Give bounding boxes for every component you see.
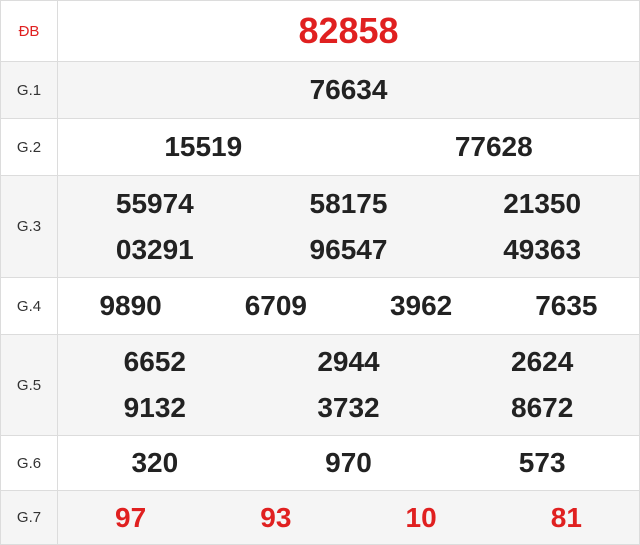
prize-number: 93 bbox=[260, 501, 292, 533]
prize-number: 970 bbox=[325, 447, 372, 478]
prize-label: ĐB bbox=[0, 0, 58, 62]
prize-number: 2624 bbox=[511, 346, 574, 377]
prize-number: 3732 bbox=[317, 392, 380, 423]
prize-number: 3962 bbox=[389, 290, 453, 321]
special-prize-number: 82858 bbox=[298, 10, 399, 51]
prize-number: 2944 bbox=[317, 346, 380, 377]
prize-number: 320 bbox=[131, 447, 179, 478]
prize-row-g6: G.6 320 970 573 bbox=[0, 435, 640, 491]
prize-number: 8672 bbox=[511, 392, 574, 423]
prize-row-g1: G.1 76634 bbox=[0, 61, 640, 119]
prize-number: 77628 bbox=[454, 131, 533, 162]
prize-row-g4: G.4 9890 6709 3962 7635 bbox=[0, 277, 640, 335]
prize-number: 7635 bbox=[535, 290, 598, 321]
prize-row-g2: G.2 15519 77628 bbox=[0, 118, 640, 176]
prize-number: 49363 bbox=[503, 233, 582, 265]
prize-number: 21350 bbox=[503, 187, 582, 219]
prize-number: 573 bbox=[518, 447, 566, 478]
prize-label: G.2 bbox=[0, 118, 58, 176]
prize-number: 76634 bbox=[309, 74, 388, 105]
prize-label: G.6 bbox=[0, 435, 58, 491]
prize-label: G.1 bbox=[0, 61, 58, 119]
prize-number: 55974 bbox=[115, 187, 194, 219]
prize-row-db: ĐB 82858 bbox=[0, 0, 640, 62]
prize-number: 9890 bbox=[99, 290, 162, 321]
prize-number: 03291 bbox=[115, 233, 194, 265]
prize-row-g3: G.3 55974 58175 21350 03291 96547 49363 bbox=[0, 175, 640, 278]
prize-number: 96547 bbox=[309, 233, 388, 265]
prize-number: 10 bbox=[405, 501, 437, 533]
prize-number: 6652 bbox=[123, 346, 186, 377]
prize-number: 6709 bbox=[244, 290, 308, 321]
prize-label: G.4 bbox=[0, 277, 58, 335]
prize-row-g7: G.7 97 93 10 81 bbox=[0, 490, 640, 545]
prize-number: 58175 bbox=[309, 187, 388, 219]
prize-number: 9132 bbox=[123, 392, 186, 423]
prize-number: 97 bbox=[115, 501, 147, 533]
prize-label: G.5 bbox=[0, 334, 58, 436]
prize-label: G.3 bbox=[0, 175, 58, 278]
prize-number: 81 bbox=[550, 501, 582, 533]
prize-label: G.7 bbox=[0, 490, 58, 545]
prize-row-g5: G.5 6652 2944 2624 9132 3732 8672 bbox=[0, 334, 640, 436]
prize-number: 15519 bbox=[164, 131, 243, 162]
